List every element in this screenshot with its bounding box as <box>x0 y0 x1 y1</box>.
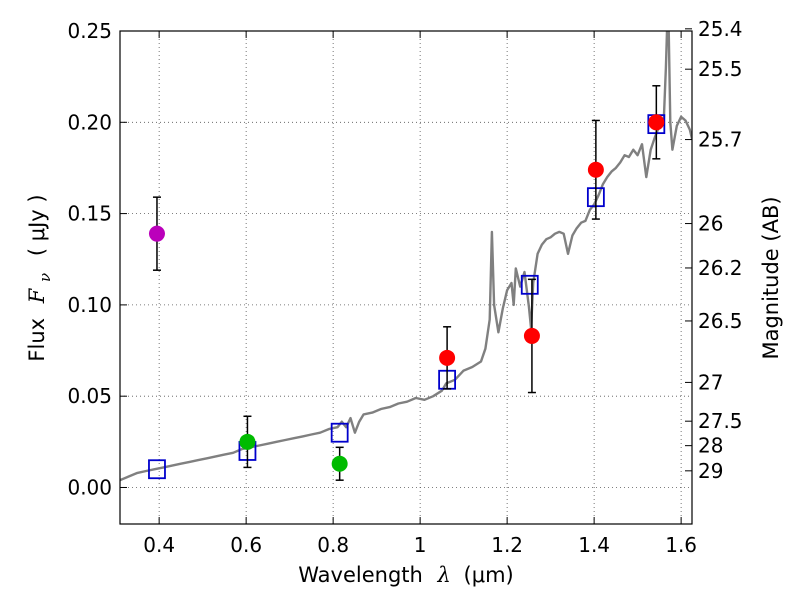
x-tick-label: 1.4 <box>578 533 610 557</box>
mag-tick-label: 27 <box>698 370 723 394</box>
data-point <box>148 225 165 242</box>
plot-content <box>120 31 692 482</box>
mag-tick-label: 25.5 <box>698 57 743 81</box>
data-point <box>331 455 348 472</box>
y2-axis-label: Magnitude (AB) <box>759 196 783 359</box>
y-tick-label: 0.25 <box>67 19 112 43</box>
y-tick-label: 0.20 <box>67 110 112 134</box>
mag-tick-label: 25.7 <box>698 128 743 152</box>
y-tick-label: 0.15 <box>67 202 112 226</box>
y-label-subscript: ν <box>36 273 54 282</box>
mag-tick-label: 26.5 <box>698 309 743 333</box>
photometry-square <box>148 459 166 480</box>
y-label-unit: ( μJy ) <box>25 194 49 256</box>
y-tick-label: 0.05 <box>67 384 112 408</box>
x-tick-label: 0.6 <box>230 533 262 557</box>
grid <box>120 30 692 524</box>
flux-axis-title: Flux F ν ( μJy ) <box>25 194 55 361</box>
y-axis-label: Flux F ν ( μJy ) <box>25 194 55 361</box>
x-tick-label: 0.8 <box>317 533 349 557</box>
photometry-square <box>330 422 349 443</box>
data-point <box>587 161 604 178</box>
x-axis-label: Wavelength λ (μm) <box>298 563 513 587</box>
clipped-series <box>120 31 692 482</box>
y-label-symbol: F <box>25 287 49 304</box>
x-tick-label: 1 <box>414 533 427 557</box>
x-tick-label: 1.2 <box>491 533 523 557</box>
mag-tick-label: 27.5 <box>698 409 743 433</box>
mag-tick-label: 26 <box>698 212 723 236</box>
mag-tick-label: 29 <box>698 459 723 483</box>
y-tick-label: 0.10 <box>67 293 112 317</box>
wavelength-axis-title: Wavelength λ (μm) <box>298 563 513 587</box>
mag-tick-label: 25.4 <box>698 17 743 41</box>
x-tick-label: 0.4 <box>143 533 175 557</box>
x-tick-label: 1.6 <box>665 533 697 557</box>
plot-frame <box>119 30 693 525</box>
y-tick-label: 0.00 <box>67 475 112 499</box>
photometry-square <box>520 274 539 295</box>
data-point <box>439 349 456 366</box>
x-label-unit: (μm) <box>464 563 514 587</box>
data-point <box>523 327 540 344</box>
magnitude-axis-title: Magnitude (AB) <box>759 196 783 359</box>
data-point <box>239 433 256 450</box>
spectrum-line <box>120 31 692 482</box>
y-label-flux: Flux <box>25 318 49 362</box>
x-label-text: Wavelength <box>298 563 423 587</box>
mag-tick-label: 26.2 <box>698 256 743 280</box>
data-point <box>648 114 665 131</box>
x-label-symbol: λ <box>437 563 451 587</box>
mag-tick-label: 28 <box>698 434 723 458</box>
axes-frame: 0.4 0.6 0.8 1 1.2 1.4 1.6 0.00 0.05 0.10 0.15 0.20 0… <box>67 17 742 557</box>
